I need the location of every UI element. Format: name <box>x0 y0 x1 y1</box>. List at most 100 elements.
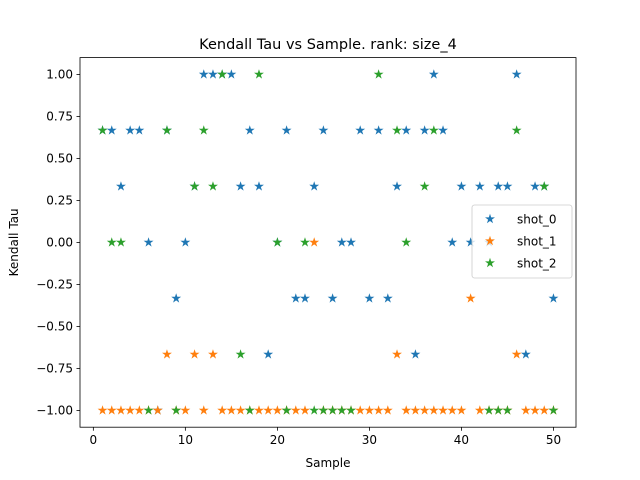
data-point <box>300 237 310 247</box>
legend-marker <box>485 235 495 246</box>
data-point <box>318 405 329 415</box>
data-point <box>300 293 310 303</box>
data-point <box>162 125 172 135</box>
data-point <box>235 349 246 359</box>
data-point <box>116 237 126 247</box>
legend-box <box>471 204 573 279</box>
legend-label: shot_2 <box>517 256 557 270</box>
data-point <box>171 405 182 415</box>
data-point <box>244 405 255 415</box>
y-tick-label: 0.75 <box>46 110 73 124</box>
x-axis-title: Sample <box>306 456 351 470</box>
data-point <box>493 405 504 415</box>
data-point <box>235 181 246 191</box>
data-point <box>162 349 172 359</box>
data-point <box>520 405 531 415</box>
legend-marker <box>485 213 495 224</box>
data-point <box>401 125 412 135</box>
data-point <box>410 349 421 359</box>
data-point <box>484 405 494 415</box>
data-point <box>272 405 283 415</box>
x-tick-label: 30 <box>362 433 377 447</box>
data-point <box>548 405 559 415</box>
data-point <box>336 237 347 247</box>
data-point <box>428 69 439 79</box>
data-point <box>244 125 255 135</box>
x-tick-label: 20 <box>270 433 285 447</box>
data-point <box>392 181 402 191</box>
data-point <box>530 181 540 191</box>
data-point <box>290 405 301 415</box>
legend: shot_0 shot_1 shot_2 <box>471 204 573 279</box>
data-point <box>198 125 209 135</box>
data-point <box>502 181 513 191</box>
data-point <box>254 405 264 415</box>
data-point <box>290 293 301 303</box>
data-point <box>438 405 448 415</box>
data-point <box>382 405 393 415</box>
data-point <box>116 405 126 415</box>
y-tick-label: −0.75 <box>36 362 73 376</box>
data-point <box>373 405 384 415</box>
data-point <box>309 181 320 191</box>
data-point <box>263 405 274 415</box>
data-point <box>125 405 136 415</box>
y-tick-label: −1.00 <box>36 404 73 418</box>
data-point <box>254 181 264 191</box>
data-point <box>327 293 338 303</box>
data-point <box>263 349 274 359</box>
x-tick-label: 40 <box>454 433 469 447</box>
data-point <box>410 405 421 415</box>
data-point <box>355 125 366 135</box>
data-point <box>346 405 356 415</box>
y-tick-label: 0.25 <box>46 194 73 208</box>
data-point <box>428 405 439 415</box>
data-point <box>125 125 136 135</box>
data-point <box>401 237 412 247</box>
data-point <box>217 69 228 79</box>
data-point <box>189 349 200 359</box>
data-point <box>198 405 209 415</box>
data-point <box>208 181 218 191</box>
data-point <box>511 349 522 359</box>
data-point <box>281 405 292 415</box>
data-point <box>346 237 356 247</box>
data-point <box>355 405 366 415</box>
y-tick-label: −0.25 <box>36 278 73 292</box>
data-point <box>465 237 476 247</box>
data-point <box>143 237 154 247</box>
data-point <box>300 405 310 415</box>
x-tick-label: 10 <box>178 433 193 447</box>
data-point <box>134 125 145 135</box>
data-point <box>226 69 237 79</box>
data-point <box>106 125 117 135</box>
data-point <box>318 125 329 135</box>
data-point <box>208 69 218 79</box>
data-point <box>539 181 550 191</box>
y-tick-label: 0.50 <box>46 152 73 166</box>
data-point <box>254 69 264 79</box>
data-point <box>235 405 246 415</box>
data-point <box>438 125 448 135</box>
data-point <box>428 125 439 135</box>
data-point <box>152 405 163 415</box>
data-point <box>134 405 145 415</box>
data-point <box>189 181 200 191</box>
legend-label: shot_1 <box>517 234 557 248</box>
chart-title: Kendall Tau vs Sample. rank: size_4 <box>199 37 457 53</box>
legend-label: shot_0 <box>517 212 557 226</box>
y-tick-label: 1.00 <box>46 68 73 82</box>
data-point <box>171 293 182 303</box>
data-point <box>143 405 154 415</box>
data-point <box>281 125 292 135</box>
y-axis-title: Kendall Tau <box>7 208 21 276</box>
data-point <box>392 349 402 359</box>
data-point <box>97 405 108 415</box>
data-point <box>401 405 412 415</box>
data-point <box>373 69 384 79</box>
data-point <box>382 293 393 303</box>
data-point <box>364 293 375 303</box>
data-point <box>419 405 430 415</box>
data-point <box>520 349 531 359</box>
